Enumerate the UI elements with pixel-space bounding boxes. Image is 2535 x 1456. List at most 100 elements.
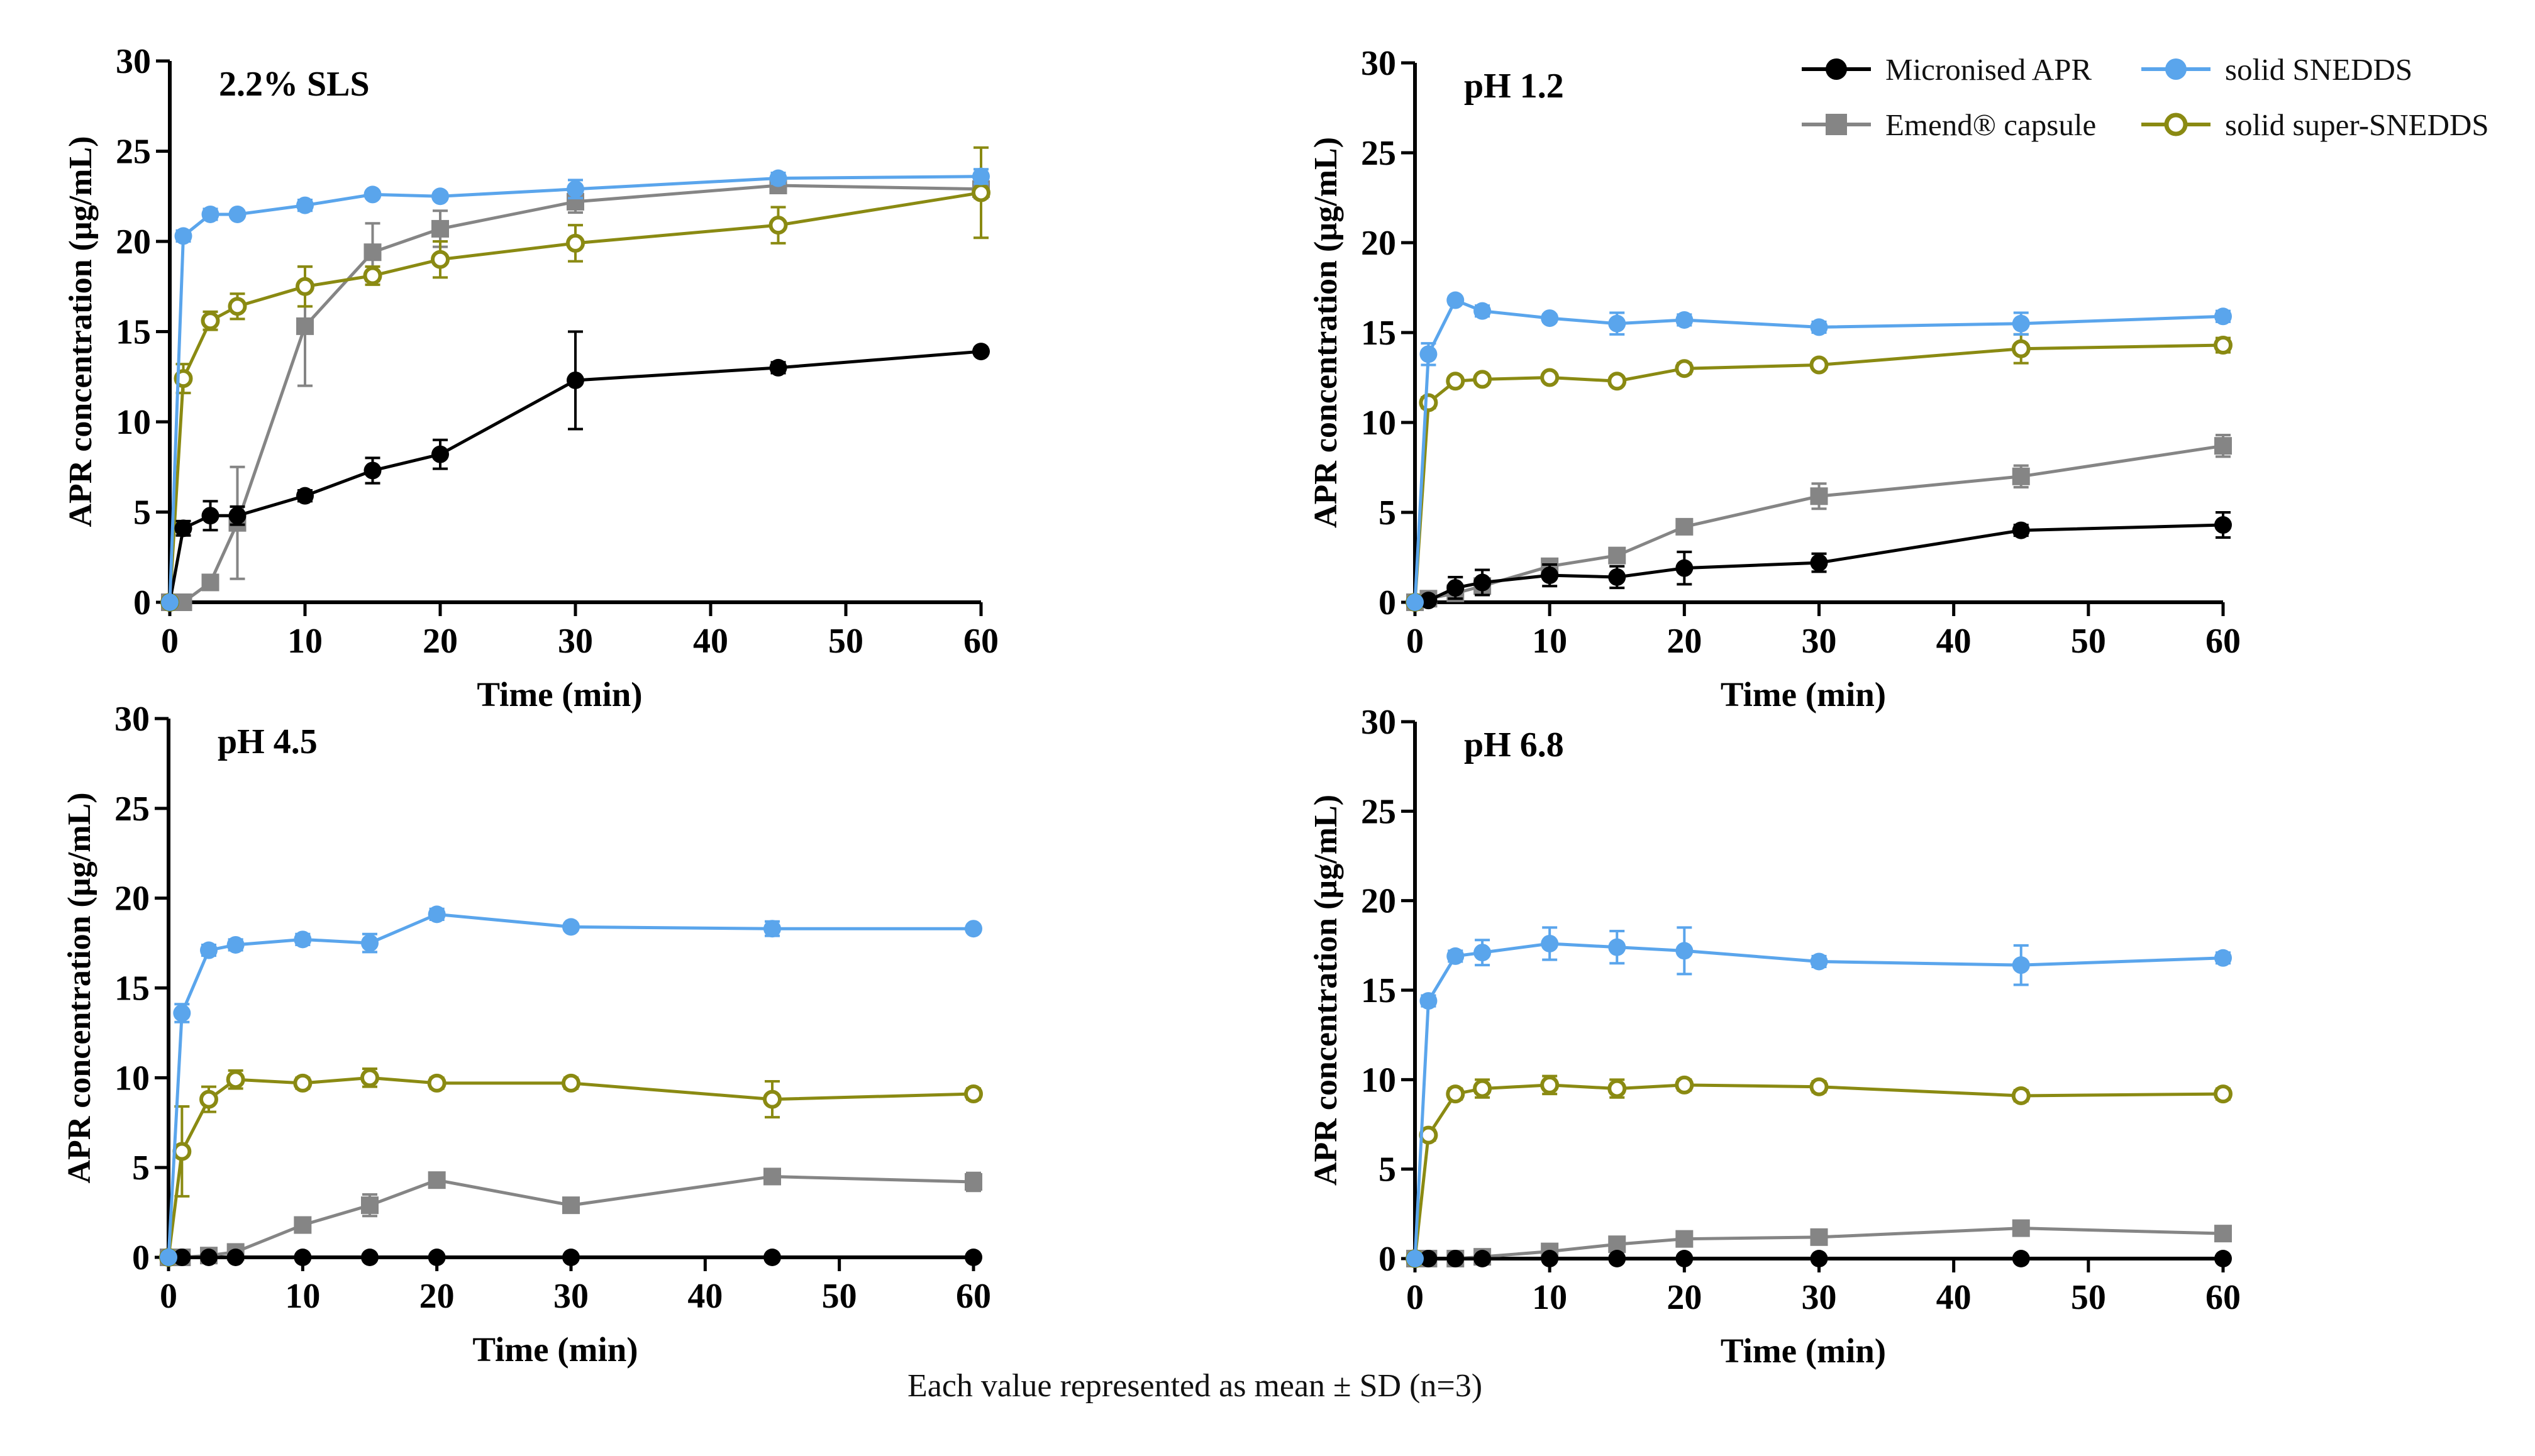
data-point (769, 169, 787, 187)
data-point (293, 1073, 313, 1093)
data-point (1540, 368, 1560, 387)
data-point (763, 1249, 781, 1266)
data-point (763, 1167, 781, 1186)
series-line (169, 1174, 974, 1259)
data-point (363, 243, 382, 262)
data-point (1406, 1250, 1424, 1267)
series-line (170, 184, 982, 604)
data-point (1675, 311, 1694, 329)
legend-item-micronised-apr: Micronised APR (1799, 44, 2092, 94)
data-point (226, 935, 245, 954)
data-point (363, 461, 382, 480)
y-tick-label: 15 (1361, 314, 1396, 353)
data-point (172, 1142, 192, 1161)
data-point (431, 219, 449, 238)
y-tick-label: 5 (1378, 1150, 1396, 1189)
x-tick-label: 30 (1802, 622, 1837, 661)
data-point (763, 920, 781, 938)
data-point (1809, 355, 1829, 375)
data-point (294, 930, 312, 949)
data-point (361, 1249, 379, 1266)
x-axis-label: Time (min) (1721, 675, 1886, 714)
data-point (2012, 1250, 2030, 1267)
data-point (294, 1249, 312, 1266)
data-point (2012, 521, 2030, 539)
data-point (2012, 1219, 2030, 1237)
x-axis-label: Time (min) (1721, 1332, 1886, 1370)
data-point (201, 311, 220, 331)
series-line (167, 1076, 974, 1258)
y-axis-label: APR concentration (µg/mL) (63, 136, 99, 527)
data-point (160, 1249, 177, 1266)
chart-panel-ph-4-5: 0 5 10 15 20 25 30 0 10 20 30 40 50 60 Time (min) APR c… (62, 700, 991, 1369)
data-point (1540, 1075, 1560, 1095)
data-point (361, 1196, 379, 1215)
series-solid-super-snedds (1406, 1074, 2233, 1268)
data-point (562, 1196, 580, 1215)
y-tick-label: 20 (116, 223, 151, 262)
data-point (567, 371, 584, 389)
x-tick-label: 20 (419, 1277, 455, 1316)
data-point (361, 934, 379, 952)
data-point (200, 1249, 218, 1266)
y-tick-label: 0 (132, 1238, 150, 1277)
data-point (1608, 546, 1626, 565)
series-line (168, 191, 982, 603)
data-point (1607, 1079, 1627, 1098)
series-solid-snedds (160, 905, 982, 1266)
x-tick-label: 40 (693, 622, 728, 661)
data-point (2012, 956, 2030, 974)
data-point (1473, 1079, 1492, 1098)
x-tick-label: 40 (687, 1277, 723, 1316)
x-tick-label: 30 (553, 1277, 589, 1316)
legend-item-solid-snedds: solid SNEDDS (2138, 44, 2412, 94)
data-point (1675, 1230, 1694, 1248)
series-line (1413, 942, 2224, 1259)
data-point (1675, 1075, 1694, 1095)
y-tick-label: 10 (116, 403, 151, 442)
data-point (2214, 307, 2232, 326)
panel-title: pH 6.8 (1464, 725, 1564, 764)
x-tick-label: 50 (822, 1277, 857, 1316)
data-point (427, 1073, 447, 1093)
data-point (363, 185, 382, 204)
y-tick-label: 5 (133, 494, 151, 532)
data-point (226, 1249, 245, 1266)
series-solid-snedds (161, 167, 990, 611)
data-point (1541, 934, 1559, 952)
data-point (1809, 1077, 1829, 1096)
data-point (173, 1249, 191, 1266)
data-point (972, 167, 990, 185)
series-line (168, 175, 982, 603)
y-axis-label: APR concentration (µg/mL) (1308, 795, 1344, 1186)
data-point (562, 918, 580, 936)
y-tick-label: 30 (116, 42, 151, 81)
chart-panel-ph-6-8: 0 5 10 15 20 25 30 0 10 20 30 40 50 60 Time (min) APR c… (1308, 703, 2241, 1370)
x-tick-label: 60 (2205, 622, 2241, 661)
x-tick-label: 60 (956, 1277, 991, 1316)
y-axis-label: APR concentration (µg/mL) (1308, 137, 1344, 528)
x-axis-label: Time (min) (477, 675, 642, 714)
data-point (2012, 467, 2030, 485)
data-point (1810, 1250, 1828, 1267)
data-point (2214, 1084, 2233, 1104)
series-micronised-apr (161, 330, 990, 611)
data-point (1608, 938, 1626, 956)
legend-label-micronised-apr: Micronised APR (1885, 52, 2092, 87)
series-line (1413, 298, 2224, 603)
data-point (965, 1249, 982, 1266)
y-tick-label: 5 (132, 1149, 150, 1188)
data-point (296, 317, 314, 335)
data-point (1446, 947, 1465, 965)
data-point (1541, 1250, 1559, 1267)
data-point (428, 905, 446, 924)
data-point (1608, 568, 1626, 586)
x-tick-label: 60 (2205, 1278, 2241, 1317)
legend: Micronised APR solid SNEDDS Emend® capsu… (1799, 44, 2522, 170)
data-point (1473, 370, 1492, 389)
data-point (1473, 1250, 1492, 1267)
data-point (1419, 992, 1438, 1010)
data-point (2011, 339, 2031, 358)
data-point (1446, 1084, 1465, 1104)
